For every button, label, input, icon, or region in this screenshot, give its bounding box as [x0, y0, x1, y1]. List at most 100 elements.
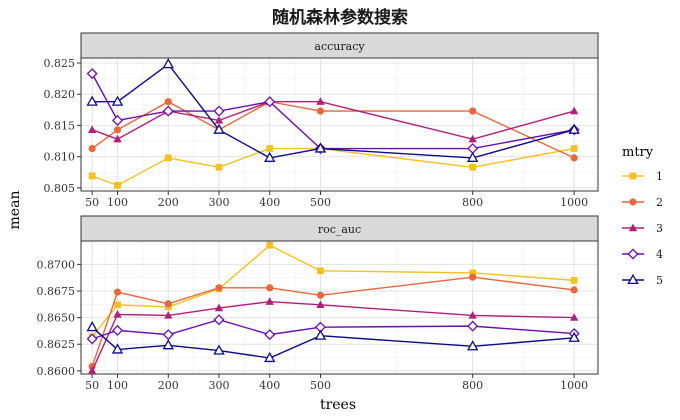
- data-point: [466, 340, 479, 351]
- y-tick-label: 0.8600: [37, 365, 76, 378]
- y-tick-label: 0.805: [44, 182, 76, 195]
- data-point: [164, 98, 172, 106]
- legend-key-marker: [628, 223, 638, 232]
- y-tick-label: 0.8675: [37, 285, 76, 298]
- legend-label: 3: [656, 222, 663, 235]
- panel-strip: [80, 215, 599, 242]
- panel-border: [80, 240, 599, 375]
- plot-area: [81, 241, 598, 374]
- x-tick-label: 100: [107, 196, 128, 209]
- y-tick-label: 0.820: [44, 88, 76, 101]
- legend-item-mtry-3: 3: [622, 222, 663, 235]
- data-point: [164, 300, 172, 308]
- data-point: [213, 344, 225, 355]
- data-point: [213, 105, 225, 117]
- legend: mtry 1 2 3 4 5: [622, 145, 663, 287]
- y-tick-label: 0.810: [44, 151, 76, 164]
- x-tick-label: 50: [85, 196, 99, 209]
- x-axis-title: trees: [320, 397, 356, 413]
- data-point: [570, 145, 578, 152]
- legend-item-mtry-2: 2: [622, 196, 663, 209]
- data-point: [87, 366, 97, 375]
- data-point: [214, 116, 224, 124]
- data-point: [468, 311, 477, 319]
- series-line: [92, 63, 575, 159]
- panels: accuracy 0.805 0.810 0.815 0.820 0.825 50 100 20…: [37, 32, 599, 392]
- y-tick-label: 0.815: [44, 119, 76, 132]
- data-point: [264, 351, 276, 363]
- series-line: [91, 73, 575, 150]
- data-point: [112, 324, 124, 336]
- y-axis-title: mean: [7, 191, 23, 230]
- data-point: [87, 125, 97, 134]
- panel-strip-label: roc_auc: [318, 223, 361, 236]
- legend-key-marker: [629, 172, 637, 180]
- data-point: [114, 181, 121, 189]
- legend-key-marker: [627, 248, 639, 260]
- panel-border: [80, 57, 599, 192]
- data-point: [266, 145, 274, 152]
- data-point: [88, 144, 96, 153]
- data-point: [264, 329, 276, 341]
- legend-item-mtry-5: 5: [622, 273, 663, 287]
- data-point: [316, 97, 325, 105]
- data-point: [164, 311, 173, 319]
- legend-label: 2: [656, 196, 663, 209]
- legend-item-mtry-4: 4: [622, 248, 663, 261]
- data-point: [215, 284, 223, 292]
- data-point: [568, 331, 580, 342]
- y-tick-label: 0.825: [44, 57, 76, 70]
- data-point: [164, 154, 172, 162]
- series-line: [91, 244, 575, 338]
- data-point: [113, 134, 122, 143]
- legend-label: 1: [656, 170, 663, 183]
- legend-label: 5: [656, 274, 663, 287]
- data-point: [88, 172, 96, 180]
- data-point: [469, 273, 477, 281]
- series-line: [91, 147, 575, 187]
- data-point: [114, 301, 121, 309]
- data-point: [314, 142, 327, 153]
- data-point: [113, 126, 122, 134]
- x-tick-label: 500: [310, 196, 331, 209]
- y-tick-label: 0.8700: [37, 258, 76, 271]
- data-point: [162, 58, 174, 69]
- chart-title: 随机森林参数搜索: [272, 7, 408, 28]
- data-point: [469, 269, 477, 277]
- legend-item-mtry-1: 1: [622, 170, 663, 183]
- data-point: [111, 95, 124, 106]
- x-tick-label: 500: [310, 379, 331, 392]
- series-line: [91, 319, 575, 340]
- panel-strip: [80, 32, 599, 59]
- x-tick-label: 1000: [560, 379, 588, 392]
- legend-key-marker: [627, 273, 639, 285]
- legend-label: 4: [656, 248, 663, 261]
- panel-accuracy: accuracy 0.805 0.810 0.815 0.820 0.825 50 100 20…: [44, 32, 599, 209]
- data-point: [264, 96, 276, 108]
- data-point: [264, 151, 276, 162]
- data-point: [316, 300, 325, 309]
- data-point: [569, 313, 579, 321]
- series-line: [91, 300, 575, 372]
- data-point: [316, 291, 325, 299]
- plot-area: [81, 58, 598, 191]
- data-point: [467, 320, 479, 332]
- x-tick-label: 800: [462, 196, 483, 209]
- series-line: [91, 101, 575, 140]
- data-point: [215, 163, 223, 171]
- data-point: [214, 303, 224, 312]
- data-point: [468, 134, 477, 143]
- series-mtry-4: [86, 314, 580, 345]
- data-point: [568, 123, 580, 134]
- x-tick-label: 200: [158, 196, 179, 209]
- x-tick-label: 300: [209, 196, 230, 209]
- series-line: [91, 326, 575, 359]
- series-line: [91, 100, 575, 159]
- series-line: [91, 276, 575, 367]
- x-tick-label: 400: [259, 196, 280, 209]
- data-point: [469, 163, 477, 171]
- data-point: [265, 297, 274, 305]
- series-mtry-2: [88, 98, 578, 162]
- x-tick-label: 50: [85, 379, 99, 392]
- data-point: [570, 286, 578, 294]
